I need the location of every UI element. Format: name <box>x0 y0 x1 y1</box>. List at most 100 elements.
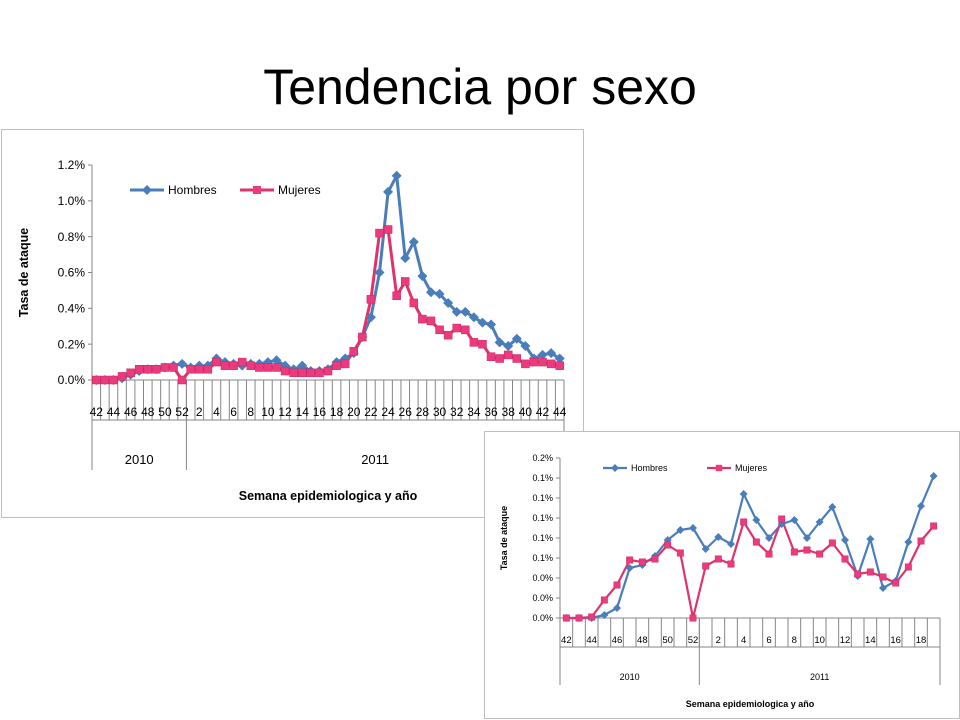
point-mujeres <box>727 560 735 568</box>
y-tick-label: 0.1% <box>532 493 553 503</box>
x-tick-label: 42 <box>561 635 572 646</box>
point-hombres <box>727 540 735 548</box>
x-tick-label: 8 <box>792 635 797 646</box>
point-mujeres <box>246 361 256 370</box>
point-hombres <box>879 584 887 592</box>
point-mujeres <box>714 555 722 563</box>
point-mujeres <box>383 225 393 234</box>
point-mujeres <box>212 357 221 367</box>
point-mujeres <box>203 365 213 374</box>
x-tick-label: 10 <box>814 635 825 646</box>
point-hombres <box>503 340 514 351</box>
legend-marker-mujeres <box>253 186 261 194</box>
point-mujeres <box>92 375 101 385</box>
point-hombres <box>613 604 621 612</box>
point-mujeres <box>100 375 110 385</box>
legend-label: Mujeres <box>278 183 321 197</box>
point-mujeres <box>752 538 760 546</box>
y-tick-label: 0.8% <box>58 230 86 244</box>
x-tick-label: 24 <box>381 405 395 419</box>
point-mujeres <box>562 614 570 622</box>
x-tick-label: 48 <box>637 635 648 646</box>
point-mujeres <box>461 325 470 335</box>
point-mujeres <box>117 372 127 381</box>
point-hombres <box>752 516 761 524</box>
x-tick-label: 14 <box>296 405 310 419</box>
point-mujeres <box>392 291 401 301</box>
x-axis-title: Semana epidemiologica y año <box>686 699 815 709</box>
y-tick-label: 0.2% <box>58 337 86 351</box>
y-tick-label: 1.0% <box>58 194 86 208</box>
x-tick-label: 4 <box>213 405 220 419</box>
point-mujeres <box>828 539 836 547</box>
point-mujeres <box>409 298 419 308</box>
point-mujeres <box>790 548 798 556</box>
y-axis-title: Tasa de ataque <box>17 228 31 317</box>
point-mujeres <box>930 522 938 530</box>
x-tick-label: 52 <box>175 405 189 419</box>
point-mujeres <box>237 357 247 367</box>
point-hombres <box>739 490 748 498</box>
point-hombres <box>434 289 445 299</box>
x-tick-label: 28 <box>416 405 430 419</box>
point-mujeres <box>152 365 161 374</box>
y-tick-label: 0.0% <box>58 373 86 387</box>
point-hombres <box>546 348 557 359</box>
point-mujeres <box>186 365 195 374</box>
point-mujeres <box>854 570 862 578</box>
y-tick-label: 0.0% <box>532 613 553 623</box>
point-mujeres <box>892 579 900 587</box>
point-mujeres <box>676 549 684 557</box>
point-mujeres <box>702 562 710 570</box>
point-hombres <box>365 312 376 323</box>
point-mujeres <box>418 314 427 324</box>
point-mujeres <box>177 375 187 385</box>
point-hombres <box>280 360 291 371</box>
point-mujeres <box>486 352 496 361</box>
point-mujeres <box>400 277 410 286</box>
point-hombres <box>701 545 710 553</box>
point-hombres <box>477 317 488 328</box>
y-tick-label: 0.0% <box>532 573 553 583</box>
point-mujeres <box>495 354 504 363</box>
point-mujeres <box>651 555 659 563</box>
point-hombres <box>391 170 402 181</box>
point-mujeres <box>126 368 135 378</box>
point-hombres <box>468 312 479 323</box>
x-tick-label: 18 <box>330 405 344 419</box>
x-tick-label: 26 <box>399 405 413 419</box>
point-mujeres <box>169 363 178 372</box>
point-mujeres <box>765 550 773 558</box>
y-tick-label: 0.0% <box>532 593 553 603</box>
point-mujeres <box>315 368 324 378</box>
x-tick-label: 46 <box>124 405 138 419</box>
x-tick-label: 6 <box>230 405 237 419</box>
point-hombres <box>511 333 522 344</box>
point-mujeres <box>546 359 556 369</box>
point-hombres <box>417 271 428 282</box>
point-hombres <box>600 611 609 619</box>
point-mujeres <box>289 368 298 378</box>
point-hombres <box>828 503 837 511</box>
point-mujeres <box>613 581 621 589</box>
point-hombres <box>917 502 925 510</box>
point-mujeres <box>229 361 238 370</box>
y-tick-label: 0.1% <box>532 553 553 563</box>
point-mujeres <box>841 555 849 563</box>
point-hombres <box>383 186 394 197</box>
x-tick-label: 12 <box>278 405 292 419</box>
inset-chart: 0.0% 0.0% 0.0% 0.1% 0.1% 0.1% 0.1% 0.1% 0.2% 2010… <box>484 431 960 719</box>
legend-label: Mujeres <box>735 463 768 473</box>
x-tick-label: 50 <box>662 635 673 646</box>
point-mujeres <box>904 563 912 571</box>
point-mujeres <box>160 363 170 372</box>
point-hombres <box>451 306 462 317</box>
point-hombres <box>866 535 875 543</box>
point-mujeres <box>306 368 316 378</box>
point-mujeres <box>358 332 367 342</box>
legend-label: Hombres <box>168 183 217 197</box>
x-tick-label: 4 <box>741 635 746 646</box>
point-mujeres <box>332 361 341 370</box>
point-mujeres <box>143 365 153 374</box>
point-mujeres <box>512 354 522 363</box>
